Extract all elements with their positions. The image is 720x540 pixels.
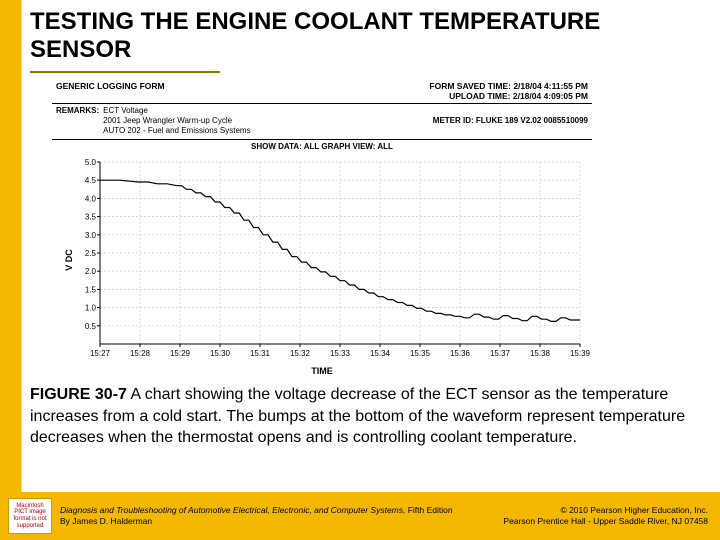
svg-text:15:39: 15:39 — [570, 349, 591, 358]
svg-text:15:27: 15:27 — [90, 349, 111, 358]
book-title: Diagnosis and Troubleshooting of Automot… — [60, 505, 405, 515]
svg-text:15:34: 15:34 — [370, 349, 391, 358]
svg-text:3.0: 3.0 — [85, 231, 97, 240]
chart-svg: 0.5 1.0 1.5 2.0 2.5 3.0 3.5 4.0 4.5 5.0 15:27 15:28… — [52, 156, 592, 364]
remarks-line2: 2001 Jeep Wrangler Warm-up Cycle — [103, 116, 250, 126]
svg-text:3.5: 3.5 — [85, 213, 97, 222]
remarks-line3: AUTO 202 - Fuel and Emissions Systems — [103, 126, 250, 136]
meter-value: FLUKE 189 V2.02 0085510099 — [476, 116, 588, 125]
form-saved-value: 2/18/04 4:11:55 PM — [513, 81, 588, 91]
svg-text:15:31: 15:31 — [250, 349, 271, 358]
svg-text:2.0: 2.0 — [85, 267, 97, 276]
y-axis-label: V DC — [64, 249, 74, 271]
svg-text:0.5: 0.5 — [85, 322, 97, 331]
slide-title: TESTING THE ENGINE COOLANT TEMPERATURE S… — [30, 8, 702, 63]
chart: V DC 0.5 1.0 1.5 2.0 2.5 3.0 3.5 4.0 4.5 5.0 15:27… — [52, 156, 592, 364]
svg-text:1.5: 1.5 — [85, 286, 97, 295]
form-header: GENERIC LOGGING FORM FORM SAVED TIME: 2/… — [52, 79, 592, 104]
footer-copyright: © 2010 Pearson Higher Education, Inc. Pe… — [503, 505, 708, 527]
figure-panel: GENERIC LOGGING FORM FORM SAVED TIME: 2/… — [52, 79, 592, 380]
figure-caption: FIGURE 30-7 A chart showing the voltage … — [30, 384, 702, 449]
form-upload-label: UPLOAD TIME: — [449, 91, 510, 101]
copyright-line1: © 2010 Pearson Higher Education, Inc. — [503, 505, 708, 516]
figure-number: FIGURE 30-7 — [30, 386, 127, 403]
svg-text:15:28: 15:28 — [130, 349, 151, 358]
x-axis-label: TIME — [52, 364, 592, 380]
svg-text:15:29: 15:29 — [170, 349, 191, 358]
svg-text:15:32: 15:32 — [290, 349, 311, 358]
svg-text:5.0: 5.0 — [85, 158, 97, 167]
svg-text:2.5: 2.5 — [85, 249, 97, 258]
footer-book: Diagnosis and Troubleshooting of Automot… — [60, 505, 453, 526]
form-saved-label: FORM SAVED TIME: — [429, 81, 511, 91]
footer-thumb: Macintosh PICT image format is not suppo… — [8, 498, 52, 534]
svg-text:15:33: 15:33 — [330, 349, 351, 358]
svg-text:15:37: 15:37 — [490, 349, 511, 358]
svg-text:4.5: 4.5 — [85, 176, 97, 185]
show-data-label: SHOW DATA: ALL GRAPH VIEW: ALL — [52, 140, 592, 154]
remarks-line1: ECT Voltage — [103, 106, 250, 116]
book-edition: Fifth Edition — [405, 505, 452, 515]
form-upload-value: 2/18/04 4:09:05 PM — [513, 91, 588, 101]
title-underline — [30, 71, 220, 73]
book-author: By James D. Halderman — [60, 516, 152, 526]
svg-text:15:36: 15:36 — [450, 349, 471, 358]
svg-text:15:35: 15:35 — [410, 349, 431, 358]
svg-text:15:38: 15:38 — [530, 349, 551, 358]
svg-text:1.0: 1.0 — [85, 304, 97, 313]
meter-label: METER ID: — [433, 116, 474, 125]
svg-text:4.0: 4.0 — [85, 195, 97, 204]
svg-text:15:30: 15:30 — [210, 349, 231, 358]
remarks-label: REMARKS: — [56, 106, 99, 115]
form-generic-label: GENERIC LOGGING FORM — [56, 81, 165, 101]
figure-caption-text: A chart showing the voltage decrease of … — [30, 386, 685, 446]
form-remarks: REMARKS: ECT Voltage 2001 Jeep Wrangler … — [52, 104, 592, 140]
copyright-line2: Pearson Prentice Hall - Upper Saddle Riv… — [503, 516, 708, 527]
footer: Macintosh PICT image format is not suppo… — [0, 492, 720, 540]
